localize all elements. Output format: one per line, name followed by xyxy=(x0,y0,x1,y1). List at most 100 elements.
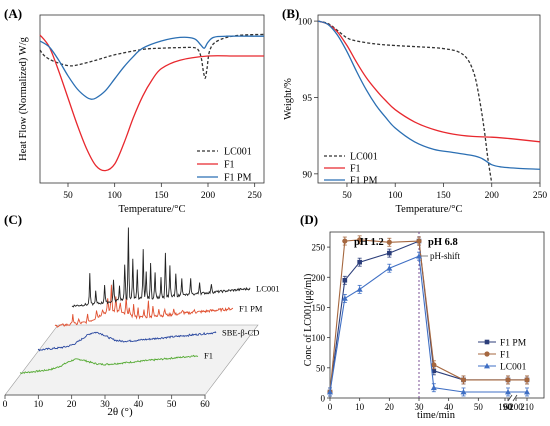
y-tick-label: 250 xyxy=(312,243,326,253)
x-tick-label: 30 xyxy=(415,402,425,412)
x-tick-label: 10 xyxy=(34,400,44,410)
data-point-f1-pm xyxy=(431,368,437,374)
data-point-lc001 xyxy=(341,295,348,301)
panel-d-plot: 0 10 20 30 40 50 60190200210050100150200250F1 … xyxy=(312,231,545,412)
axis-break-mark xyxy=(507,394,513,402)
data-point-f1-pm xyxy=(357,259,362,265)
x-tick-label: 250 xyxy=(533,191,548,201)
x-tick-label: 20 xyxy=(385,402,395,412)
x-tick-label: 10 xyxy=(355,402,365,412)
legend-label-f1: F1 xyxy=(224,160,235,171)
data-point-lc001 xyxy=(460,388,467,395)
panel-a-xlabel: Temperature/°C xyxy=(118,204,185,215)
legend-label-f1: F1 xyxy=(500,351,510,361)
data-point-f1 xyxy=(357,237,363,243)
panel-label-c: (C) xyxy=(4,212,22,227)
panel-a-plot: 50 100 150 200 250 LC001 F1 F1 PM xyxy=(39,33,265,201)
data-point-lc001 xyxy=(416,253,422,259)
data-point-f1 xyxy=(505,377,511,383)
legend-label-f1: F1 xyxy=(350,164,361,175)
data-point-f1 xyxy=(431,362,437,368)
x-tick-label: 50 xyxy=(167,400,177,410)
trace-label-sbe-cd: SBE-β-CD xyxy=(222,328,259,338)
legend-marker-f1-pm xyxy=(484,339,490,345)
data-point-lc001 xyxy=(386,265,393,271)
legend-label-lc001: LC001 xyxy=(500,363,527,373)
data-point-f1 xyxy=(524,377,530,383)
panel-b-ylabel: Weight/% xyxy=(283,78,294,120)
x-tick-label: 50 xyxy=(342,191,352,201)
y-tick-label: 0 xyxy=(321,394,326,404)
y-tick-label: 100 xyxy=(312,333,326,343)
trace-label-f1: F1 xyxy=(204,351,213,361)
x-tick-label: 40 xyxy=(134,400,144,410)
series-line-lc001 xyxy=(39,33,265,79)
data-point-lc001 xyxy=(430,384,437,391)
x-tick-label: 60 xyxy=(200,400,210,410)
floor-plane xyxy=(4,324,259,396)
data-point-lc001 xyxy=(356,286,363,292)
x-tick-label: 200 xyxy=(509,402,523,412)
ph-6-8-label: pH 6.8 xyxy=(428,237,458,248)
panel-c-plot: 0 10 20 30 40 50 60 F1 SBE-β-CD F1 PM LC001 xyxy=(3,227,280,410)
series-line-f1 xyxy=(39,34,264,172)
series-line-lc001 xyxy=(317,20,493,184)
data-point-lc001 xyxy=(505,388,511,395)
legend-label-lc001: LC001 xyxy=(350,152,378,163)
x-tick-label: 190 xyxy=(498,402,512,412)
data-point-f1-pm xyxy=(387,250,392,256)
y-tick-label: 100 xyxy=(298,18,313,28)
x-tick-label: 100 xyxy=(388,191,403,201)
legend-label-f1-pm: F1 PM xyxy=(500,339,527,349)
y-tick-label: 90 xyxy=(303,170,313,180)
panel-label-b: (B) xyxy=(282,6,299,21)
data-point-f1 xyxy=(386,239,392,245)
series-line-f1 xyxy=(317,20,541,143)
xrd-trace-sbe-cd xyxy=(37,331,217,352)
axis-break-gap xyxy=(510,395,516,401)
legend-label-lc001: LC001 xyxy=(224,147,252,158)
x-tick-label: 150 xyxy=(154,191,169,201)
legend-label-f1-pm: F1 PM xyxy=(224,173,252,184)
panel-a-ylabel: Heat Flow (Normalized) W/g xyxy=(18,36,29,160)
y-tick-label: 200 xyxy=(312,273,326,283)
x-tick-label: 20 xyxy=(67,400,77,410)
x-tick-label: 50 xyxy=(474,402,484,412)
trace-label-f1-pm: F1 PM xyxy=(239,304,263,314)
series-line-f1-pm xyxy=(317,20,541,170)
panel-a-frame xyxy=(39,14,265,184)
panel-label-d: (D) xyxy=(300,212,318,227)
xrd-trace-f1-pm xyxy=(54,284,234,328)
trace-label-lc001: LC001 xyxy=(256,284,280,294)
panel-d-xlabel: time/min xyxy=(417,410,456,421)
y-tick-label: 95 xyxy=(303,94,313,104)
xrd-trace-lc001 xyxy=(71,227,251,308)
series-line-f1-pm xyxy=(39,35,265,100)
x-tick-label: 50 xyxy=(63,191,73,201)
panel-d-ylabel: Conc of LC001(μg/ml) xyxy=(303,274,314,367)
x-tick-label: 30 xyxy=(100,400,110,410)
data-point-lc001 xyxy=(524,388,530,395)
ph-1-2-label: pH 1.2 xyxy=(354,237,384,248)
xrd-trace-f1 xyxy=(19,354,199,375)
y-tick-label: 150 xyxy=(312,303,326,313)
x-tick-label: 200 xyxy=(201,191,216,201)
x-tick-label: 0 xyxy=(328,402,333,412)
legend-marker-f1 xyxy=(484,351,490,357)
panel-b-frame xyxy=(317,14,541,184)
x-tick-label: 250 xyxy=(248,191,263,201)
x-tick-label: 150 xyxy=(436,191,451,201)
legend-marker-lc001 xyxy=(484,363,490,369)
x-tick-label: 0 xyxy=(3,400,8,410)
x-tick-label: 60 xyxy=(504,402,514,412)
panel-b-xlabel: Temperature/°C xyxy=(395,204,462,215)
data-point-f1-pm xyxy=(342,277,348,283)
y-tick-label: 50 xyxy=(316,363,326,373)
x-tick-label: 210 xyxy=(520,402,534,412)
data-point-f1 xyxy=(460,377,467,383)
data-point-f1 xyxy=(416,238,422,244)
panel-label-a: (A) xyxy=(4,6,22,21)
data-point-f1 xyxy=(342,238,348,244)
